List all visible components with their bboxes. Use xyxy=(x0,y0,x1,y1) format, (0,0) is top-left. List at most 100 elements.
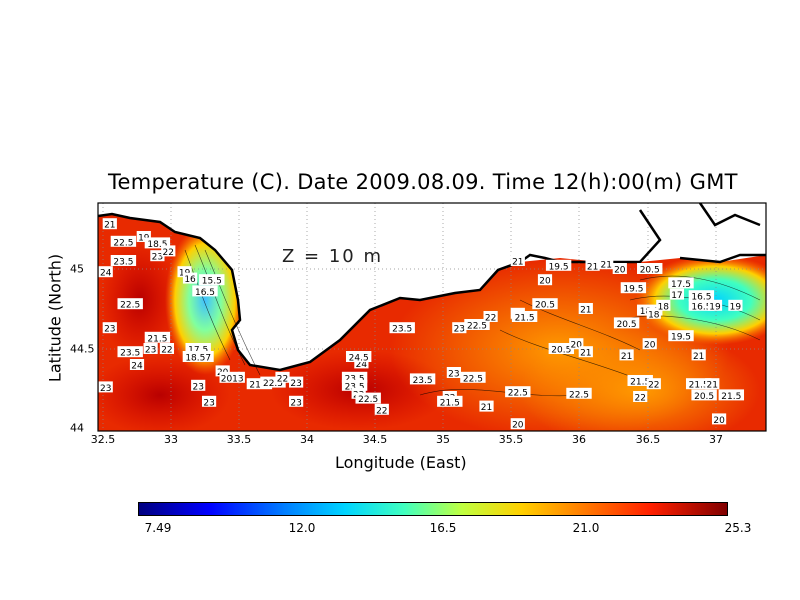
contour-label: 21 xyxy=(579,346,593,359)
contour-label: 24.5 xyxy=(346,351,371,364)
svg-text:18.57: 18.57 xyxy=(185,354,211,364)
svg-text:17: 17 xyxy=(671,291,682,301)
colorbar-tick: 21.0 xyxy=(573,521,600,535)
contour-label: 22.5 xyxy=(111,236,136,249)
contour-label: 19.5 xyxy=(621,282,646,295)
contour-label: 22.5 xyxy=(460,372,485,385)
contour-label: 21.5 xyxy=(719,389,744,402)
svg-text:23: 23 xyxy=(290,379,301,389)
contour-label: 21 xyxy=(586,260,600,273)
contour-label: 21 xyxy=(705,378,719,391)
contour-label: 20 xyxy=(613,263,627,276)
svg-text:21: 21 xyxy=(707,381,718,391)
svg-text:21.5: 21.5 xyxy=(721,392,741,402)
colorbar-tick: 7.49 xyxy=(145,521,172,535)
contour-label: 22.5 xyxy=(118,298,143,311)
x-tick-label: 34.5 xyxy=(363,433,388,446)
svg-text:22.5: 22.5 xyxy=(463,374,483,384)
contour-label: 19.5 xyxy=(668,330,693,343)
svg-text:22.5: 22.5 xyxy=(113,238,133,248)
colorbar-tick: 25.3 xyxy=(725,521,752,535)
contour-label: 23 xyxy=(452,322,466,335)
svg-text:21: 21 xyxy=(693,352,704,362)
svg-text:23: 23 xyxy=(145,346,156,356)
y-tick-label: 45 xyxy=(70,263,84,276)
contour-label: 23.5 xyxy=(118,346,143,359)
contour-label: 16.5 xyxy=(192,285,217,298)
contour-label: 21 xyxy=(620,349,634,362)
contour-label: 22 xyxy=(161,245,175,258)
svg-text:23.5: 23.5 xyxy=(120,349,140,359)
y-tick-label: 44 xyxy=(70,422,84,435)
contour-label: 21.5 xyxy=(437,396,462,409)
svg-text:24.5: 24.5 xyxy=(349,354,369,364)
contour-label: 21 xyxy=(103,218,117,231)
contour-label: 23 xyxy=(289,377,303,390)
svg-text:21: 21 xyxy=(481,403,492,413)
contour-label: 18.57 xyxy=(183,351,214,364)
svg-text:23: 23 xyxy=(203,398,214,408)
contour-label: 23.5 xyxy=(410,373,435,386)
x-tick-label: 36 xyxy=(572,433,586,446)
contour-label: 23 xyxy=(191,380,205,393)
contour-label: 24 xyxy=(99,266,113,279)
contour-label: 21.5 xyxy=(512,311,537,324)
svg-text:23: 23 xyxy=(104,325,115,335)
svg-text:24: 24 xyxy=(100,269,112,279)
svg-text:19.5: 19.5 xyxy=(623,285,643,295)
x-tick-label: 33 xyxy=(164,433,178,446)
chart-title: Temperature (C). Date 2009.08.09. Time 1… xyxy=(108,170,738,194)
contour-label: 22.5 xyxy=(566,388,591,401)
contour-label: 21 xyxy=(579,303,593,316)
colorbar-tick: 12.0 xyxy=(289,521,316,535)
contour-label: 22 xyxy=(160,343,174,356)
x-tick-label: 33.5 xyxy=(227,433,252,446)
contour-label: 22.5 xyxy=(356,393,381,406)
svg-text:19.5: 19.5 xyxy=(671,333,691,343)
svg-text:20: 20 xyxy=(539,277,551,287)
contour-label: 23 xyxy=(447,367,461,380)
x-tick-label: 32.5 xyxy=(91,433,116,446)
contour-label: 22 xyxy=(275,372,289,385)
svg-text:21: 21 xyxy=(580,306,591,316)
svg-text:22: 22 xyxy=(485,314,496,324)
svg-text:22.5: 22.5 xyxy=(358,395,378,405)
svg-text:21: 21 xyxy=(621,352,632,362)
svg-text:21: 21 xyxy=(587,262,598,272)
svg-text:21: 21 xyxy=(512,258,523,268)
contour-label: 16 xyxy=(183,273,197,286)
contour-label: 18 xyxy=(656,300,670,313)
contour-label: 20.5 xyxy=(691,389,716,402)
contour-label: 20.5 xyxy=(637,263,662,276)
svg-text:24: 24 xyxy=(131,362,143,372)
contour-label: 20.5 xyxy=(532,298,557,311)
contour-label: 15.5 xyxy=(199,274,224,287)
svg-text:22.5: 22.5 xyxy=(508,389,528,399)
contour-label: 22 xyxy=(375,404,389,417)
contour-label: 22 xyxy=(484,311,498,324)
contour-label: 23 xyxy=(103,322,117,335)
svg-text:19.5: 19.5 xyxy=(549,262,569,272)
svg-text:17.5: 17.5 xyxy=(671,280,691,290)
svg-text:18: 18 xyxy=(658,302,670,312)
contour-label: 20 xyxy=(511,418,525,431)
contour-label: 20.5 xyxy=(614,317,639,330)
x-tick-label: 37 xyxy=(709,433,723,446)
svg-text:19: 19 xyxy=(730,302,742,312)
x-axis-label: Longitude (East) xyxy=(335,453,467,472)
y-axis-label: Latitude (North) xyxy=(46,254,65,382)
contour-label: 21 xyxy=(599,258,613,271)
contour-label: 21 xyxy=(692,349,706,362)
svg-text:23: 23 xyxy=(100,384,111,394)
contour-label: 20 xyxy=(538,274,552,287)
svg-text:22: 22 xyxy=(161,346,172,356)
contour-label: 22 xyxy=(647,378,661,391)
svg-text:23.5: 23.5 xyxy=(113,258,133,268)
x-tick-label: 34 xyxy=(300,433,314,446)
colorbar xyxy=(138,502,728,516)
svg-text:21: 21 xyxy=(600,261,611,271)
contour-label: 23 xyxy=(289,396,303,409)
contour-label: 22.5 xyxy=(505,386,530,399)
svg-text:2013: 2013 xyxy=(221,374,244,384)
svg-text:22: 22 xyxy=(163,248,174,258)
